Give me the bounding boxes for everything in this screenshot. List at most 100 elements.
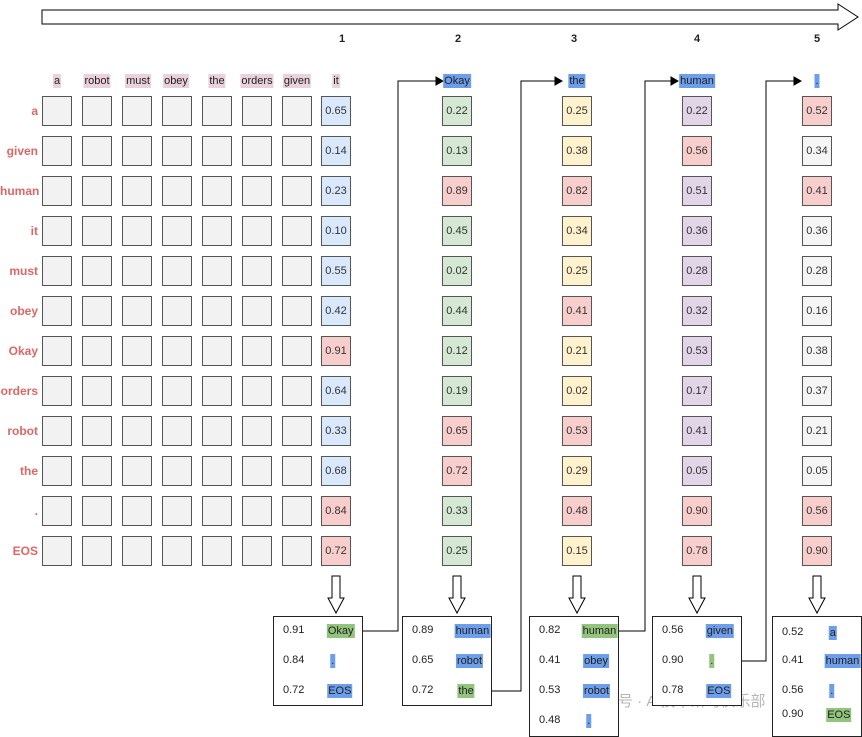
- grid-cell: [282, 136, 312, 166]
- score-cell: 0.33: [321, 416, 351, 446]
- grid-cell: [282, 456, 312, 486]
- row-label: given: [6, 144, 38, 158]
- candidate-score: 0.56: [782, 684, 804, 696]
- grid-cell: [202, 376, 232, 406]
- connector-arrowhead: [793, 76, 803, 86]
- score-cell: 0.32: [682, 296, 712, 326]
- grid-cell: [162, 296, 192, 326]
- grid-cell: [82, 216, 112, 246]
- grid-cell: [42, 176, 72, 206]
- candidate-token: human: [581, 624, 618, 638]
- score-cell: 0.41: [562, 296, 592, 326]
- score-cell: 0.22: [442, 96, 472, 126]
- candidate-score: 0.89: [412, 624, 434, 636]
- row-label: human: [0, 184, 40, 198]
- grid-cell: [162, 496, 192, 526]
- input-token: orders: [240, 74, 274, 88]
- grid-cell: [282, 176, 312, 206]
- grid-cell: [242, 536, 272, 566]
- candidate-token: .: [586, 714, 592, 728]
- grid-cell: [122, 176, 152, 206]
- candidate-score: 0.72: [412, 684, 434, 696]
- step-output-token: the: [568, 74, 586, 88]
- grid-cell: [162, 416, 192, 446]
- candidate-token: a: [828, 626, 837, 640]
- score-cell: 0.64: [321, 376, 351, 406]
- score-cell: 0.48: [562, 496, 592, 526]
- candidate-score: 0.41: [539, 654, 561, 666]
- candidate-score: 0.52: [782, 626, 804, 638]
- step-number: 1: [338, 33, 346, 45]
- connector-line: [738, 80, 801, 662]
- candidate-token: obey: [583, 654, 609, 668]
- score-cell: 0.34: [562, 216, 592, 246]
- grid-cell: [242, 296, 272, 326]
- score-cell: 0.36: [682, 216, 712, 246]
- input-token: the: [208, 74, 226, 88]
- score-cell: 0.16: [802, 296, 832, 326]
- input-token: a: [52, 74, 62, 88]
- grid-cell: [162, 536, 192, 566]
- grid-cell: [122, 496, 152, 526]
- row-label: orders: [0, 384, 38, 398]
- candidate-score: 0.84: [283, 654, 305, 666]
- score-cell: 0.13: [442, 136, 472, 166]
- grid-cell: [82, 176, 112, 206]
- candidate-score: 0.78: [662, 684, 684, 696]
- grid-cell: [282, 96, 312, 126]
- candidate-score: 0.82: [539, 624, 561, 636]
- step-number: 5: [813, 33, 821, 45]
- score-cell: 0.44: [442, 296, 472, 326]
- grid-cell: [202, 176, 232, 206]
- score-cell: 0.89: [442, 176, 472, 206]
- score-cell: 0.53: [682, 336, 712, 366]
- score-cell: 0.51: [682, 176, 712, 206]
- grid-cell: [82, 496, 112, 526]
- candidate-token: the: [457, 684, 475, 698]
- grid-cell: [162, 256, 192, 286]
- grid-cell: [242, 136, 272, 166]
- grid-cell: [242, 176, 272, 206]
- grid-cell: [42, 296, 72, 326]
- grid-cell: [202, 96, 232, 126]
- score-cell: 0.84: [321, 496, 351, 526]
- row-label: Okay: [8, 344, 38, 358]
- score-cell: 0.34: [802, 136, 832, 166]
- score-cell: 0.12: [442, 336, 472, 366]
- grid-cell: [122, 256, 152, 286]
- score-cell: 0.41: [682, 416, 712, 446]
- candidate-token: given: [705, 624, 735, 638]
- candidate-token: robot: [582, 684, 611, 698]
- row-label: robot: [7, 424, 38, 438]
- connector-arrowhead: [554, 76, 564, 86]
- score-cell: 0.38: [802, 336, 832, 366]
- candidate-token: EOS: [826, 708, 852, 722]
- down-arrow: [688, 575, 706, 615]
- grid-cell: [202, 336, 232, 366]
- row-label: it: [30, 224, 38, 238]
- candidate-token: .: [829, 684, 835, 698]
- connector-line: [617, 80, 678, 632]
- candidate-score: 0.48: [539, 714, 561, 726]
- grid-cell: [162, 176, 192, 206]
- grid-cell: [242, 96, 272, 126]
- grid-cell: [82, 456, 112, 486]
- score-cell: 0.28: [682, 256, 712, 286]
- grid-cell: [162, 456, 192, 486]
- step-number: 2: [454, 33, 462, 45]
- grid-cell: [162, 96, 192, 126]
- candidate-token: human: [824, 654, 861, 668]
- grid-cell: [42, 96, 72, 126]
- grid-cell: [162, 336, 192, 366]
- score-cell: 0.90: [802, 536, 832, 566]
- candidate-token: .: [709, 654, 715, 668]
- candidate-score: 0.72: [283, 684, 305, 696]
- down-arrow: [568, 575, 586, 615]
- grid-cell: [42, 416, 72, 446]
- grid-cell: [282, 536, 312, 566]
- score-cell: 0.33: [442, 496, 472, 526]
- grid-cell: [282, 256, 312, 286]
- score-cell: 0.53: [562, 416, 592, 446]
- score-cell: 0.56: [682, 136, 712, 166]
